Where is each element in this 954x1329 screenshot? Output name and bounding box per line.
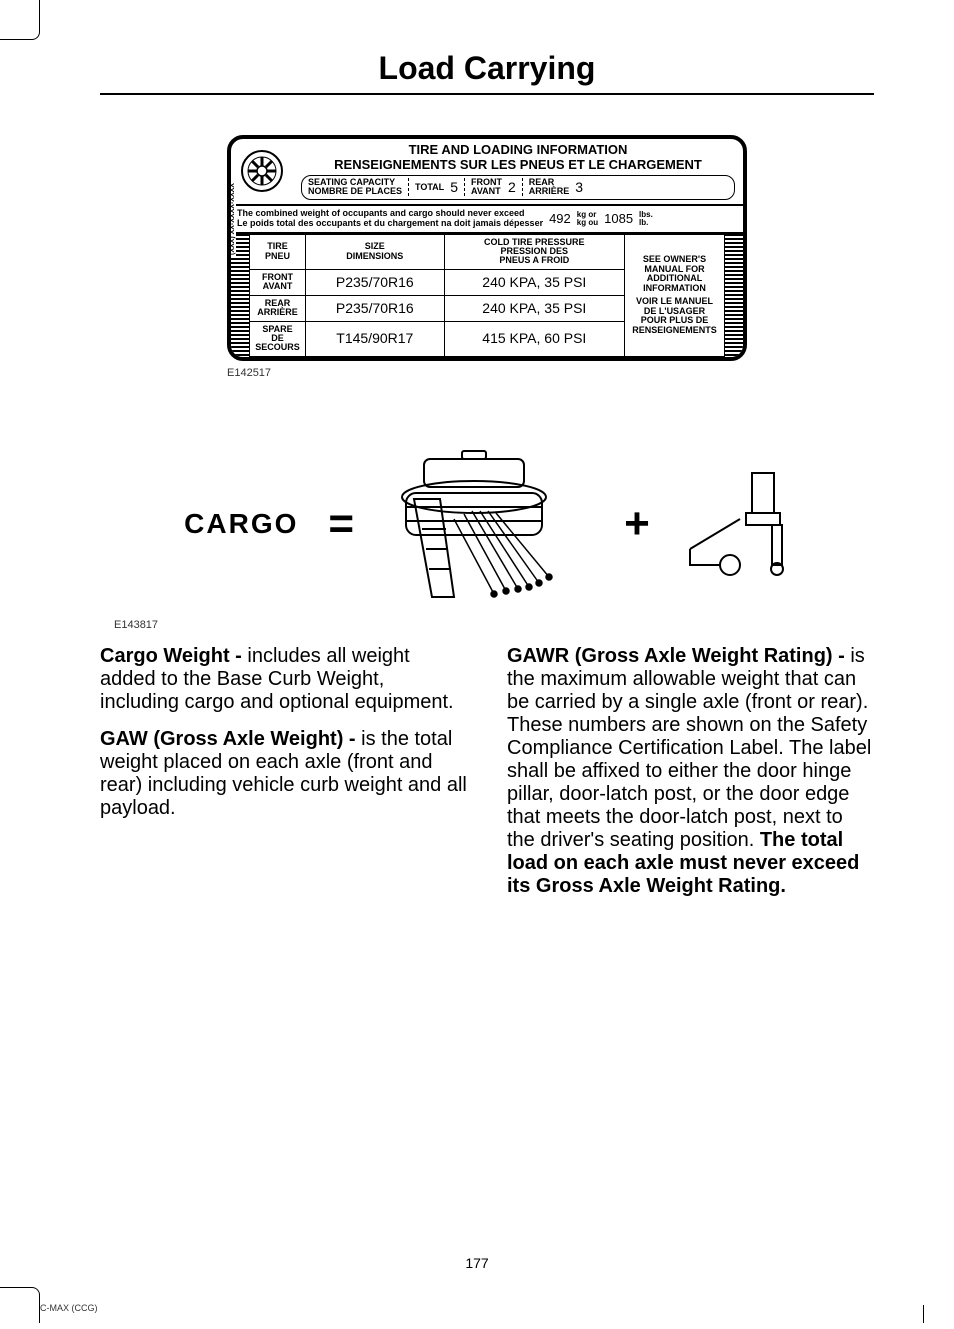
- gawr-body: is the maximum allowable weight that can…: [507, 645, 871, 851]
- total-value: 5: [450, 180, 458, 195]
- footer-text: C-MAX (CCG): [40, 1303, 98, 1313]
- weight-lb-unit: lbs. lb.: [639, 211, 653, 227]
- row1-pos-fr: ARRIÈRE: [257, 307, 298, 317]
- crop-mark-bl: [0, 1287, 40, 1323]
- cargo-fig-caption: E143817: [114, 619, 874, 631]
- row0-size: P235/70R16: [306, 269, 445, 295]
- weight-kg-unit: kg or kg ou: [577, 211, 598, 227]
- weight-lb: 1085: [604, 211, 633, 226]
- front-label-fr: AVANT: [471, 187, 502, 196]
- trailer-hitch-icon: [680, 469, 790, 579]
- page-title: Load Carrying: [100, 50, 874, 87]
- note-en4: INFORMATION: [629, 284, 720, 293]
- row2-press: 415 KPA, 60 PSI: [444, 321, 624, 356]
- luggage-icon: [384, 449, 594, 599]
- cargo-word: CARGO: [184, 508, 298, 540]
- tire-label-caption: E142517: [227, 367, 747, 379]
- front-value: 2: [508, 180, 516, 195]
- equals-sign: =: [328, 499, 354, 549]
- page-tab-decoration: [0, 0, 40, 40]
- left-column: Cargo Weight - includes all weight added…: [100, 645, 467, 912]
- right-column: GAWR (Gross Axle Weight Rating) - is the…: [507, 645, 874, 912]
- tire-label-title-fr: RENSEIGNEMENTS SUR LES PNEUS ET LE CHARG…: [301, 158, 735, 173]
- cargo-equation-figure: CARGO = +: [100, 449, 874, 599]
- row0-pos-fr: AVANT: [263, 281, 293, 291]
- row1-size: P235/70R16: [306, 295, 445, 321]
- tire-label-figure: TIRE AND LOADING INFORMATION RENSEIGNEME…: [227, 135, 747, 379]
- cargo-term: Cargo Weight -: [100, 645, 242, 667]
- seating-capacity-box: SEATING CAPACITY NOMBRE DE PLACES TOTAL …: [301, 175, 735, 200]
- barcode-right: [725, 234, 743, 357]
- total-label: TOTAL: [415, 183, 444, 192]
- tire-table: TIREPNEU SIZEDIMENSIONS COLD TIRE PRESSU…: [249, 234, 725, 357]
- barcode-left: [231, 234, 249, 357]
- gawr-term: GAWR (Gross Axle Weight Rating) -: [507, 645, 845, 667]
- plus-sign: +: [624, 499, 650, 549]
- th-size-fr: DIMENSIONS: [346, 251, 403, 261]
- th-press-fr2: PNEUS A FROID: [499, 255, 569, 265]
- tire-label-title-en: TIRE AND LOADING INFORMATION: [301, 143, 735, 158]
- body-columns: Cargo Weight - includes all weight added…: [100, 645, 874, 912]
- th-tire-fr: PNEU: [265, 251, 290, 261]
- seating-label-fr: NOMBRE DE PLACES: [308, 187, 402, 196]
- crop-mark-br: [918, 1305, 924, 1323]
- weight-kg: 492: [549, 211, 571, 226]
- gawr-paragraph: GAWR (Gross Axle Weight Rating) - is the…: [507, 645, 874, 898]
- title-rule: [100, 93, 874, 95]
- weight-text-fr: Le poids total des occupants et du charg…: [237, 219, 543, 229]
- tire-wheel-icon: [231, 139, 293, 204]
- row2-pos-fr: DE SECOURS: [255, 333, 300, 352]
- rear-label-fr: ARRIÈRE: [529, 187, 570, 196]
- weight-row: The combined weight of occupants and car…: [231, 206, 743, 234]
- row1-press: 240 KPA, 35 PSI: [444, 295, 624, 321]
- row2-size: T145/90R17: [306, 321, 445, 356]
- page-number: 177: [465, 1255, 488, 1271]
- cargo-weight-paragraph: Cargo Weight - includes all weight added…: [100, 645, 467, 714]
- row0-press: 240 KPA, 35 PSI: [444, 269, 624, 295]
- note-fr4: RENSEIGNEMENTS: [629, 326, 720, 335]
- gaw-term: GAW (Gross Axle Weight) -: [100, 728, 356, 750]
- rear-value: 3: [575, 180, 583, 195]
- gaw-paragraph: GAW (Gross Axle Weight) - is the total w…: [100, 728, 467, 820]
